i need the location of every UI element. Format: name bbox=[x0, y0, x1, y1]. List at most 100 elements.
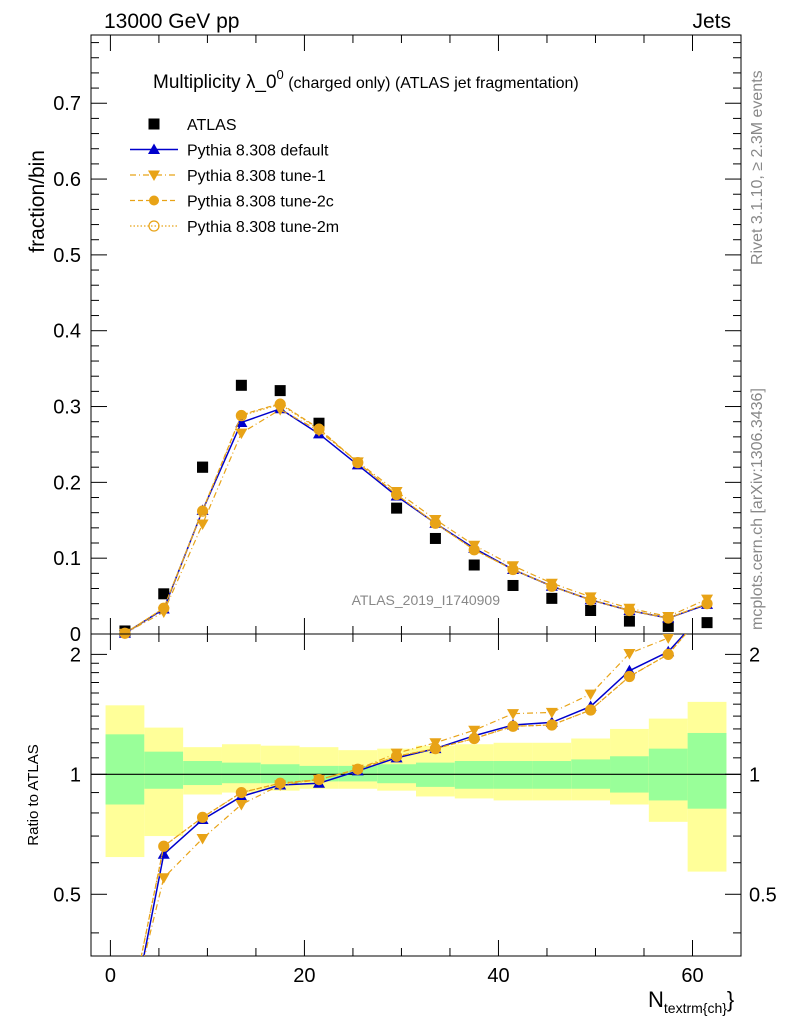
plot-title-sup: 0 bbox=[277, 67, 284, 82]
ratio-frame bbox=[90, 633, 742, 957]
ratio-ytick-label: 0.5 bbox=[53, 884, 81, 906]
watermark: ATLAS_2019_I1740909 bbox=[352, 592, 501, 608]
ratio-line bbox=[140, 634, 687, 956]
main-ytick-label: 0.7 bbox=[53, 93, 81, 115]
series-point bbox=[546, 581, 557, 592]
series-point bbox=[508, 564, 519, 575]
series-point bbox=[469, 544, 480, 555]
series-point bbox=[119, 627, 131, 639]
legend-label: Pythia 8.308 default bbox=[187, 143, 329, 160]
ratio-point bbox=[507, 720, 519, 732]
ratio-ytick-label-right: 2 bbox=[749, 644, 760, 666]
ratio-line bbox=[140, 634, 687, 956]
series-line bbox=[124, 408, 708, 634]
main-series bbox=[118, 379, 714, 640]
ratio-band-inner bbox=[260, 764, 300, 784]
series-point bbox=[352, 457, 363, 468]
ratio-point bbox=[468, 732, 480, 745]
x-tick-label: 40 bbox=[487, 965, 509, 987]
x-tick-label: 0 bbox=[105, 965, 116, 987]
ratio-point bbox=[158, 841, 169, 852]
ratio-band-inner bbox=[687, 732, 727, 809]
main-series-4 bbox=[119, 398, 713, 639]
ratio-point bbox=[313, 774, 324, 785]
ratio-series-0 bbox=[143, 634, 686, 956]
series-point bbox=[585, 594, 597, 606]
ratio-point bbox=[623, 649, 636, 660]
series-point bbox=[662, 612, 674, 624]
series-point bbox=[468, 544, 480, 556]
legend-label: Pythia 8.308 tune-1 bbox=[187, 168, 326, 185]
ratio-point bbox=[663, 649, 674, 660]
series-point bbox=[235, 416, 248, 427]
ratio-point bbox=[274, 777, 286, 789]
main-ytick-label: 0.1 bbox=[53, 548, 81, 570]
ratio-point bbox=[585, 704, 597, 716]
plot-title-rest: (charged only) (ATLAS jet fragmentation) bbox=[284, 75, 579, 92]
series-line bbox=[124, 407, 708, 634]
ratio-point bbox=[390, 750, 403, 762]
ratio-line bbox=[144, 634, 672, 956]
main-ticks: 0 0.1 0.2 0.3 0.4 0.5 0.6 0.7 bbox=[53, 35, 741, 646]
series-point bbox=[429, 517, 442, 529]
ratio-point bbox=[585, 705, 596, 716]
data-point bbox=[662, 620, 674, 632]
data-point bbox=[585, 604, 597, 616]
data-point bbox=[507, 579, 519, 591]
x-axis-label: Ntextrm{ch}} bbox=[648, 987, 734, 1016]
series-point bbox=[196, 505, 209, 517]
main-ytick-label: 0 bbox=[70, 624, 81, 646]
series-point bbox=[236, 409, 247, 420]
ratio-point bbox=[662, 648, 674, 660]
data-point bbox=[429, 532, 441, 544]
series-point bbox=[390, 488, 403, 501]
ratio-ytick-label: 1 bbox=[70, 764, 81, 786]
series-point bbox=[663, 613, 674, 624]
series-point bbox=[235, 410, 247, 422]
legend-label: ATLAS bbox=[187, 117, 237, 134]
ratio-ticks: 0.5 0.51 12 20 20 40 60 bbox=[53, 634, 777, 987]
series-point bbox=[275, 398, 286, 409]
ratio-panel: Ratio to ATLAS 0.5 0.51 12 20 20 40 60 Ntextrm… bbox=[25, 633, 777, 1016]
ratio-point bbox=[275, 778, 286, 789]
ratio-point bbox=[623, 670, 636, 683]
series-line bbox=[124, 403, 708, 634]
series-point bbox=[274, 398, 286, 410]
ratio-point bbox=[468, 725, 481, 737]
side-annotation-mcplots: mcplots.cern.ch [arXiv:1306.3436] bbox=[749, 388, 766, 630]
data-point bbox=[391, 502, 403, 514]
data-point bbox=[701, 617, 713, 629]
plot-title-main: Multiplicity λ_0 bbox=[153, 72, 277, 93]
ratio-series-3 bbox=[140, 634, 687, 956]
ratio-point bbox=[313, 774, 325, 786]
series-point bbox=[701, 598, 713, 610]
data-point bbox=[468, 559, 480, 571]
ratio-point bbox=[196, 834, 209, 845]
series-point bbox=[623, 604, 636, 617]
ratio-ytick-label-right: 0.5 bbox=[749, 884, 777, 906]
ratio-point bbox=[352, 764, 363, 775]
ratio-bands bbox=[91, 701, 741, 872]
ratio-point bbox=[469, 733, 480, 744]
ratio-band-inner bbox=[377, 764, 416, 784]
series-point bbox=[352, 457, 364, 469]
plot-title: Multiplicity λ_00 (charged only) (ATLAS … bbox=[153, 67, 579, 93]
ratio-point bbox=[157, 873, 170, 884]
ratio-ylabel: Ratio to ATLAS bbox=[25, 744, 42, 845]
data-point bbox=[158, 588, 170, 600]
ratio-line bbox=[143, 634, 686, 956]
series-point bbox=[585, 594, 596, 605]
ratio-point bbox=[235, 786, 247, 799]
data-point bbox=[623, 615, 635, 627]
header-right: Jets bbox=[692, 10, 731, 33]
header-left: 13000 GeV pp bbox=[104, 10, 239, 33]
ratio-point bbox=[196, 811, 209, 823]
ratio-point bbox=[546, 719, 558, 731]
data-point bbox=[235, 379, 247, 391]
series-point bbox=[235, 428, 248, 440]
main-ytick-label: 0.2 bbox=[53, 472, 81, 494]
x-tick-label: 60 bbox=[681, 965, 703, 987]
data-point bbox=[274, 385, 286, 397]
ratio-point bbox=[662, 634, 674, 644]
